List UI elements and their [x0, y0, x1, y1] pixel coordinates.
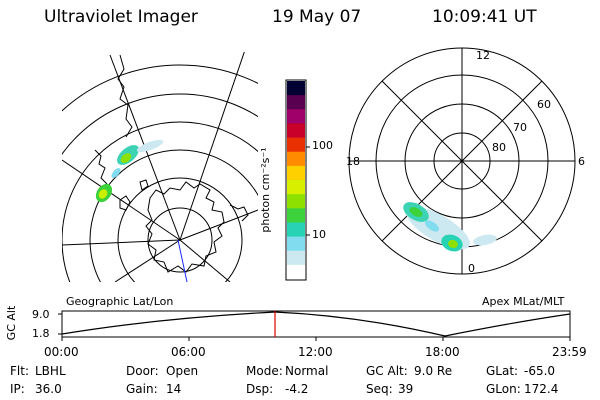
colorbar-tick-100: 100 — [312, 139, 333, 152]
colorbar-band — [287, 180, 305, 195]
colorbar-band — [287, 123, 305, 139]
colorbar — [285, 79, 310, 281]
mlt-label-6: 6 — [578, 155, 585, 168]
spacecraft-track — [177, 239, 188, 282]
time-tick-1800: 18:00 — [425, 345, 460, 359]
time-label: 10:09:41 UT — [432, 7, 537, 27]
latitude-circles — [62, 64, 258, 282]
colorbar-band — [287, 137, 305, 153]
time-tick-1200: 12:00 — [298, 345, 333, 359]
filter-label: Flt: — [10, 364, 29, 378]
altitude-ytick-1.8: 1.8 — [32, 327, 50, 340]
app-title: Ultraviolet Imager — [44, 7, 198, 27]
mlat-label-60: 60 — [537, 98, 551, 111]
time-tick-0600: 06:00 — [171, 345, 206, 359]
altitude-curve — [61, 311, 571, 337]
altitude-ytick-9: 9.0 — [32, 308, 50, 321]
colorbar-units-label: photon cm⁻²s⁻¹ — [259, 147, 272, 233]
colorbar-band — [287, 165, 305, 181]
coastline — [94, 54, 249, 273]
mode-label: Mode: — [246, 364, 283, 378]
filter-value: LBHL — [35, 364, 66, 378]
time-tick-0000: 00:00 — [44, 345, 79, 359]
colorbar-band — [287, 194, 305, 209]
mlat-label-70: 70 — [513, 121, 527, 134]
apex-caption: Apex MLat/MLT — [482, 295, 565, 308]
mlat-label-80: 80 — [492, 141, 506, 154]
time-tick-2359: 23:59 — [552, 345, 587, 359]
glat-value: -65.0 — [524, 364, 556, 378]
longitude-lines — [62, 52, 258, 282]
seq-label: Seq: — [366, 382, 393, 396]
colorbar-band — [287, 95, 305, 110]
mlt-label-0: 0 — [468, 262, 475, 275]
geographic-caption: Geographic Lat/Lon — [66, 295, 174, 308]
colorbar-band — [287, 109, 305, 125]
glon-value: 172.4 — [524, 382, 559, 396]
gc-alt-value: 9.0 Re — [414, 364, 453, 378]
polar-plot — [348, 47, 576, 275]
geographic-map — [62, 52, 258, 282]
aurora-emission-left — [95, 139, 164, 203]
mlt-label-12: 12 — [476, 49, 490, 62]
colorbar-band — [287, 208, 305, 224]
gain-label: Gain: — [126, 382, 158, 396]
altitude-ylabel: GC Alt — [5, 305, 18, 341]
date-label: 19 May 07 — [272, 7, 362, 27]
colorbar-band — [287, 81, 305, 96]
glat-label: GLat: — [486, 364, 519, 378]
altitude-plot — [58, 310, 571, 341]
dsp-label: Dsp: — [246, 382, 274, 396]
colorbar-tick-10: 10 — [312, 228, 326, 241]
gain-value: 14 — [166, 382, 182, 396]
colorbar-band — [287, 151, 305, 167]
dsp-value: -4.2 — [285, 382, 309, 396]
glon-label: GLon: — [486, 382, 521, 396]
seq-value: 39 — [398, 382, 414, 396]
ip-label: IP: — [10, 382, 25, 396]
door-value: Open — [166, 364, 199, 378]
colorbar-band — [287, 250, 305, 266]
colorbar-band — [287, 236, 305, 252]
gc-alt-label: GC Alt: — [366, 364, 408, 378]
colorbar-band — [287, 264, 305, 280]
colorbar-band — [287, 222, 305, 238]
aurora-emission-right — [403, 202, 497, 252]
mlt-label-18: 18 — [346, 155, 360, 168]
ip-value: 36.0 — [35, 382, 62, 396]
mode-value: Normal — [285, 364, 329, 378]
door-label: Door: — [126, 364, 159, 378]
